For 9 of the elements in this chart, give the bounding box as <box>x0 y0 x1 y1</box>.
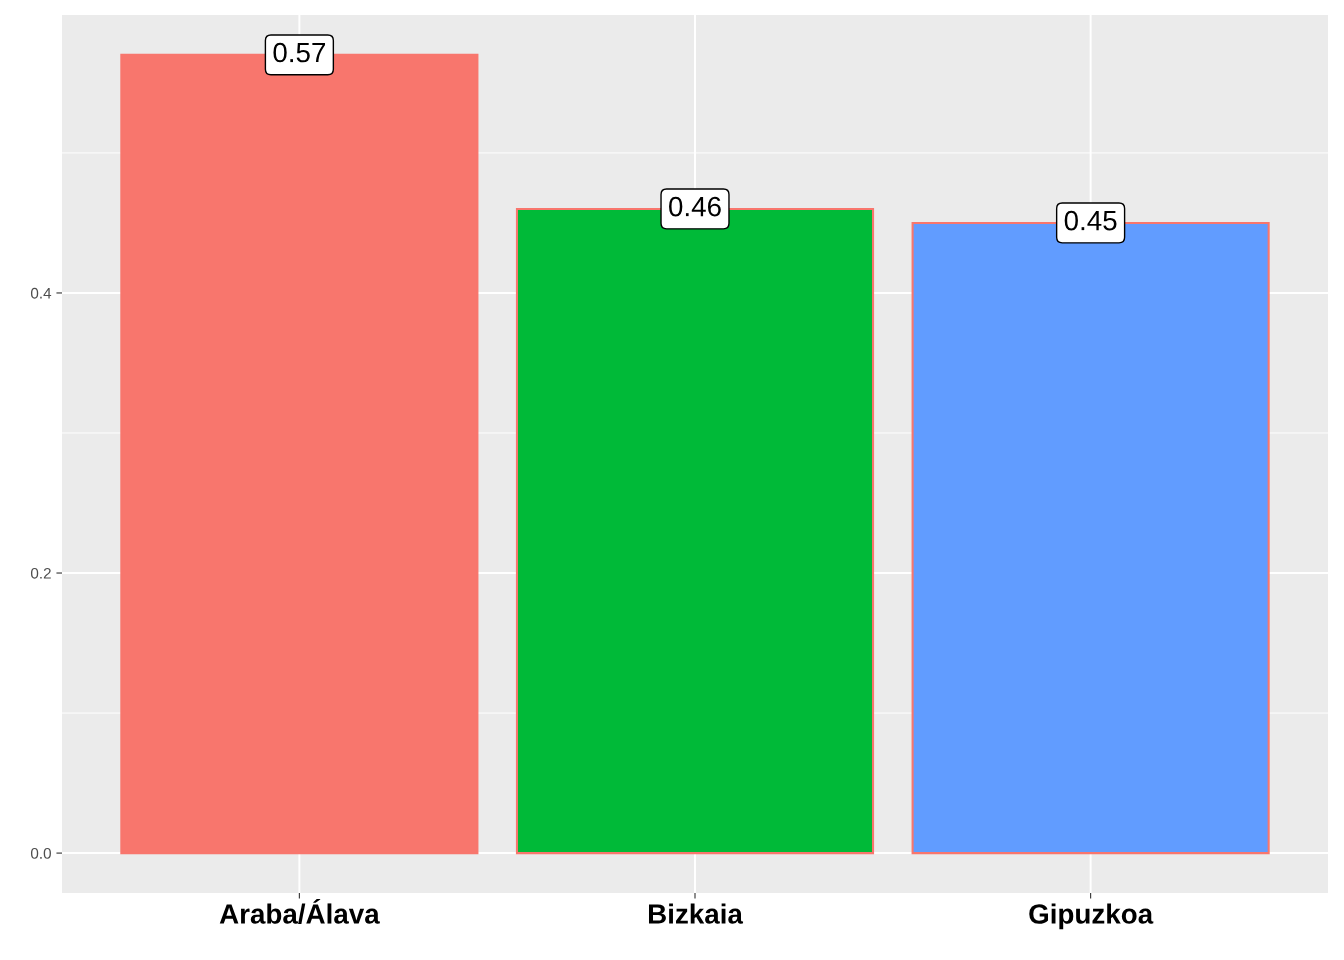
x-tick-label: Bizkaia <box>649 903 744 924</box>
x-tick-label: Araba/Álava <box>219 898 380 925</box>
x-tick-label: Gipuzkoa <box>1029 903 1154 930</box>
data-label: 0.57 <box>273 42 326 63</box>
y-tick-label: 0.2 <box>30 567 51 579</box>
y-tick-label: 0.4 <box>30 287 52 299</box>
y-tick-label: 0.0 <box>30 847 51 859</box>
data-label: 0.46 <box>669 196 721 217</box>
data-label: 0.45 <box>1064 210 1117 231</box>
